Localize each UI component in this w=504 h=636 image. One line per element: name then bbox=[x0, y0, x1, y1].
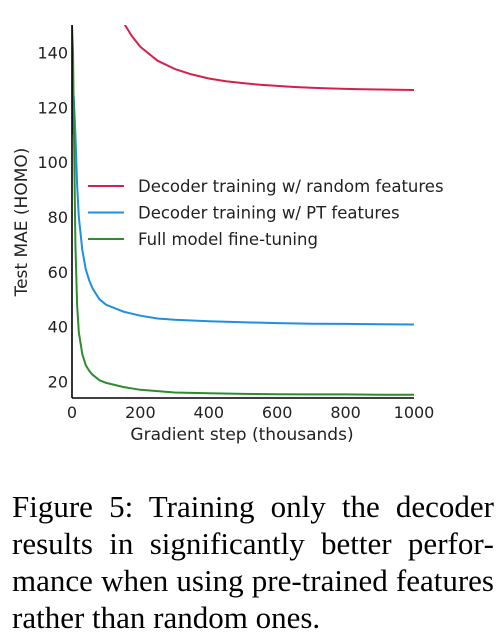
series-line-decoder-training-w-pt-features bbox=[72, 95, 414, 326]
legend: Decoder training w/ random features Decod… bbox=[88, 177, 444, 249]
x-tick-label: 600 bbox=[262, 403, 293, 422]
x-tick-label: 0 bbox=[67, 403, 77, 422]
figure-caption: Figure 5: Training only the decoder resu… bbox=[12, 489, 494, 635]
x-axis-ticks: 0 200 400 600 800 1000 bbox=[67, 403, 434, 422]
series-lines bbox=[72, 25, 414, 396]
legend-entry: Decoder training w/ random features bbox=[138, 177, 444, 196]
x-tick-label: 400 bbox=[194, 403, 225, 422]
x-tick-label: 1000 bbox=[394, 403, 435, 422]
y-tick-label: 120 bbox=[37, 98, 68, 117]
y-axis-label: Test MAE (HOMO) bbox=[12, 148, 32, 298]
y-tick-label: 140 bbox=[37, 43, 68, 62]
x-axis-label: Gradient step (thousands) bbox=[130, 425, 353, 445]
series-line-full-model-fine-tuning bbox=[72, 25, 414, 396]
legend-entry: Full model fine-tuning bbox=[138, 230, 318, 249]
x-tick-label: 800 bbox=[330, 403, 361, 422]
x-tick-label: 200 bbox=[125, 403, 156, 422]
line-chart: 20 40 60 80 100 120 140 0 200 400 600 800 1000 Grad… bbox=[12, 25, 444, 445]
legend-entry: Decoder training w/ PT features bbox=[138, 204, 400, 223]
y-tick-label: 80 bbox=[48, 208, 68, 227]
y-tick-label: 20 bbox=[48, 373, 68, 392]
y-axis-ticks: 20 40 60 80 100 120 140 bbox=[37, 43, 68, 391]
y-tick-label: 60 bbox=[48, 263, 68, 282]
series-line-decoder-training-w-random-features bbox=[123, 25, 414, 91]
y-tick-label: 100 bbox=[37, 153, 68, 172]
y-tick-label: 40 bbox=[48, 318, 68, 337]
